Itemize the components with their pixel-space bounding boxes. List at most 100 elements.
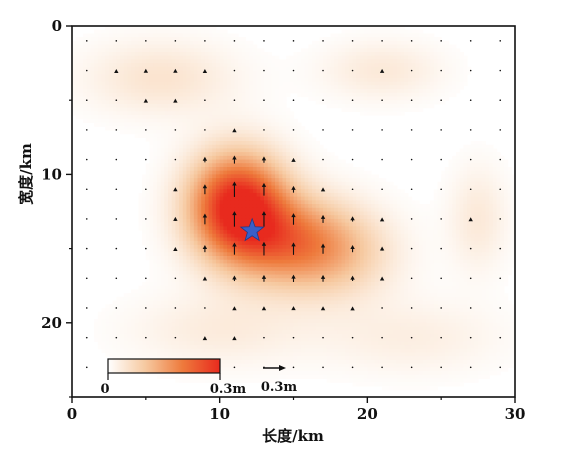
- heatmap-cell: [238, 222, 243, 227]
- heatmap-cell: [345, 170, 350, 175]
- heatmap-cell: [485, 159, 490, 164]
- heatmap-cell: [326, 66, 332, 72]
- heatmap-cell: [153, 85, 158, 90]
- heatmap-cell: [430, 230, 435, 235]
- heatmap-cell: [304, 51, 309, 57]
- heatmap-cell: [345, 89, 350, 94]
- heatmap-cell: [179, 66, 184, 72]
- heatmap-cell: [179, 29, 184, 35]
- heatmap-cell: [271, 63, 276, 68]
- heatmap-cell: [448, 48, 453, 53]
- heatmap-cell: [359, 215, 365, 220]
- heatmap-cell: [297, 222, 302, 227]
- heatmap-cell: [160, 70, 165, 75]
- heatmap-cell: [334, 215, 339, 220]
- heatmap-cell: [374, 92, 380, 98]
- heatmap-cell: [271, 59, 276, 64]
- heatmap-cell: [441, 181, 446, 187]
- heatmap-cell: [149, 96, 154, 101]
- heatmap-cell: [404, 226, 409, 231]
- heatmap-cell: [75, 107, 80, 112]
- heatmap-cell: [119, 89, 125, 94]
- heatmap-cell: [215, 230, 221, 235]
- heatmap-cell: [341, 85, 346, 90]
- heatmap-cell: [208, 170, 213, 175]
- heatmap-cell: [175, 230, 180, 235]
- heatmap-cell: [348, 40, 354, 46]
- heatmap-cell: [334, 103, 339, 109]
- heatmap-cell: [179, 55, 184, 60]
- heatmap-cell: [153, 204, 158, 209]
- heatmap-cell: [426, 48, 431, 53]
- heatmap-cell: [293, 174, 298, 179]
- heatmap-cell: [86, 33, 92, 38]
- heatmap-cell: [190, 92, 195, 98]
- heatmap-cell: [193, 129, 199, 135]
- heatmap-cell: [359, 211, 365, 216]
- heatmap-cell: [219, 44, 224, 49]
- heatmap-cell: [341, 185, 346, 190]
- heatmap-cell: [441, 200, 446, 205]
- heatmap-cell: [345, 77, 350, 83]
- heatmap-cell: [119, 96, 125, 101]
- heatmap-cell: [215, 118, 221, 124]
- heatmap-cell: [208, 81, 213, 86]
- heatmap-cell: [175, 118, 180, 124]
- heatmap-cell: [367, 200, 372, 205]
- heatmap-cell: [249, 204, 254, 209]
- heatmap-cell: [470, 174, 475, 179]
- heatmap-cell: [444, 207, 450, 213]
- heatmap-cell: [241, 63, 247, 68]
- heatmap-cell: [319, 178, 324, 183]
- heatmap-cell: [260, 211, 265, 216]
- heatmap-cell: [208, 196, 213, 201]
- heatmap-cell: [249, 181, 254, 187]
- heatmap-cell: [193, 237, 199, 242]
- heatmap-cell: [297, 89, 302, 94]
- heatmap-cell: [311, 215, 317, 220]
- heatmap-cell: [308, 233, 313, 239]
- heatmap-cell: [241, 85, 247, 90]
- heatmap-cell: [330, 189, 335, 194]
- heatmap-cell: [511, 192, 515, 198]
- heatmap-cell: [193, 111, 199, 116]
- heatmap-cell: [153, 103, 158, 109]
- heatmap-cell: [326, 96, 332, 101]
- heatmap-cell: [256, 66, 261, 72]
- heatmap-cell: [433, 59, 439, 64]
- heatmap-cell: [149, 133, 154, 138]
- heatmap-cell: [382, 181, 387, 187]
- heatmap-cell: [359, 107, 365, 112]
- heatmap-cell: [116, 33, 121, 38]
- heatmap-cell: [241, 170, 247, 175]
- heatmap-cell: [149, 111, 154, 116]
- heatmap-cell: [156, 37, 162, 42]
- heatmap-cell: [426, 103, 431, 109]
- heatmap-cell: [489, 181, 494, 187]
- heatmap-cell: [300, 126, 306, 131]
- heatmap-cell: [208, 126, 213, 131]
- heatmap-cell: [500, 226, 505, 231]
- heatmap-cell: [227, 170, 232, 175]
- heatmap-cell: [204, 37, 210, 42]
- heatmap-cell: [500, 230, 505, 235]
- heatmap-cell: [234, 148, 239, 153]
- heatmap-cell: [260, 100, 265, 105]
- heatmap-cell: [234, 226, 239, 231]
- heatmap-cell: [330, 92, 335, 98]
- heatmap-cell: [437, 200, 442, 205]
- heatmap-cell: [182, 178, 188, 183]
- heatmap-cell: [293, 233, 298, 239]
- heatmap-cell: [400, 44, 405, 49]
- heatmap-cell: [278, 111, 284, 116]
- heatmap-cell: [356, 89, 361, 94]
- heatmap-cell: [171, 48, 176, 53]
- heatmap-cell: [448, 185, 453, 190]
- heatmap-cell: [215, 170, 221, 175]
- heatmap-cell: [441, 66, 446, 72]
- heatmap-cell: [455, 81, 461, 86]
- heatmap-cell: [352, 218, 357, 224]
- heatmap-cell: [352, 77, 357, 83]
- heatmap-cell: [90, 55, 95, 60]
- heatmap-cell: [371, 40, 376, 46]
